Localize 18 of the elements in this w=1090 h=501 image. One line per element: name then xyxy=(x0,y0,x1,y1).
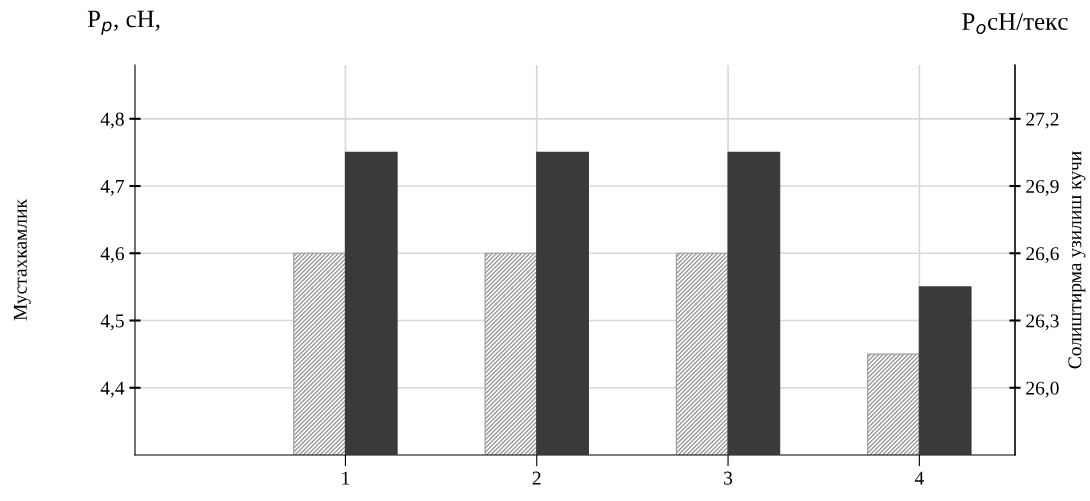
y2-axis-title: Солиштирма узилиш кучи xyxy=(1068,151,1086,369)
text: P$_{o}$cH/текс xyxy=(962,13,1068,35)
y2-tick-label: 26,0 xyxy=(1026,381,1059,398)
y-axis-title: Мустахкамлик xyxy=(13,199,31,321)
y2-tick-label: 26,3 xyxy=(1026,314,1059,331)
x-tick-label: 1 xyxy=(342,471,350,485)
y-tick-label: 4,5 xyxy=(100,314,124,331)
y-tick-label: 4,8 xyxy=(100,112,124,129)
text: P$_{p}$, cH, xyxy=(87,10,160,35)
y2-tick-label: 27,2 xyxy=(1026,112,1059,129)
y-tick-label: 4,7 xyxy=(100,179,125,196)
y-tick-label: 4,4 xyxy=(100,381,125,398)
y2-tick-label: 26,9 xyxy=(1026,179,1059,196)
x-tick-label: 4 xyxy=(914,471,924,485)
x-tick-label: 2 xyxy=(532,471,541,485)
y2-tick-label: 26,6 xyxy=(1026,247,1059,264)
x-tick-label: 3 xyxy=(724,471,733,485)
y-tick-label: 4,6 xyxy=(100,247,124,264)
